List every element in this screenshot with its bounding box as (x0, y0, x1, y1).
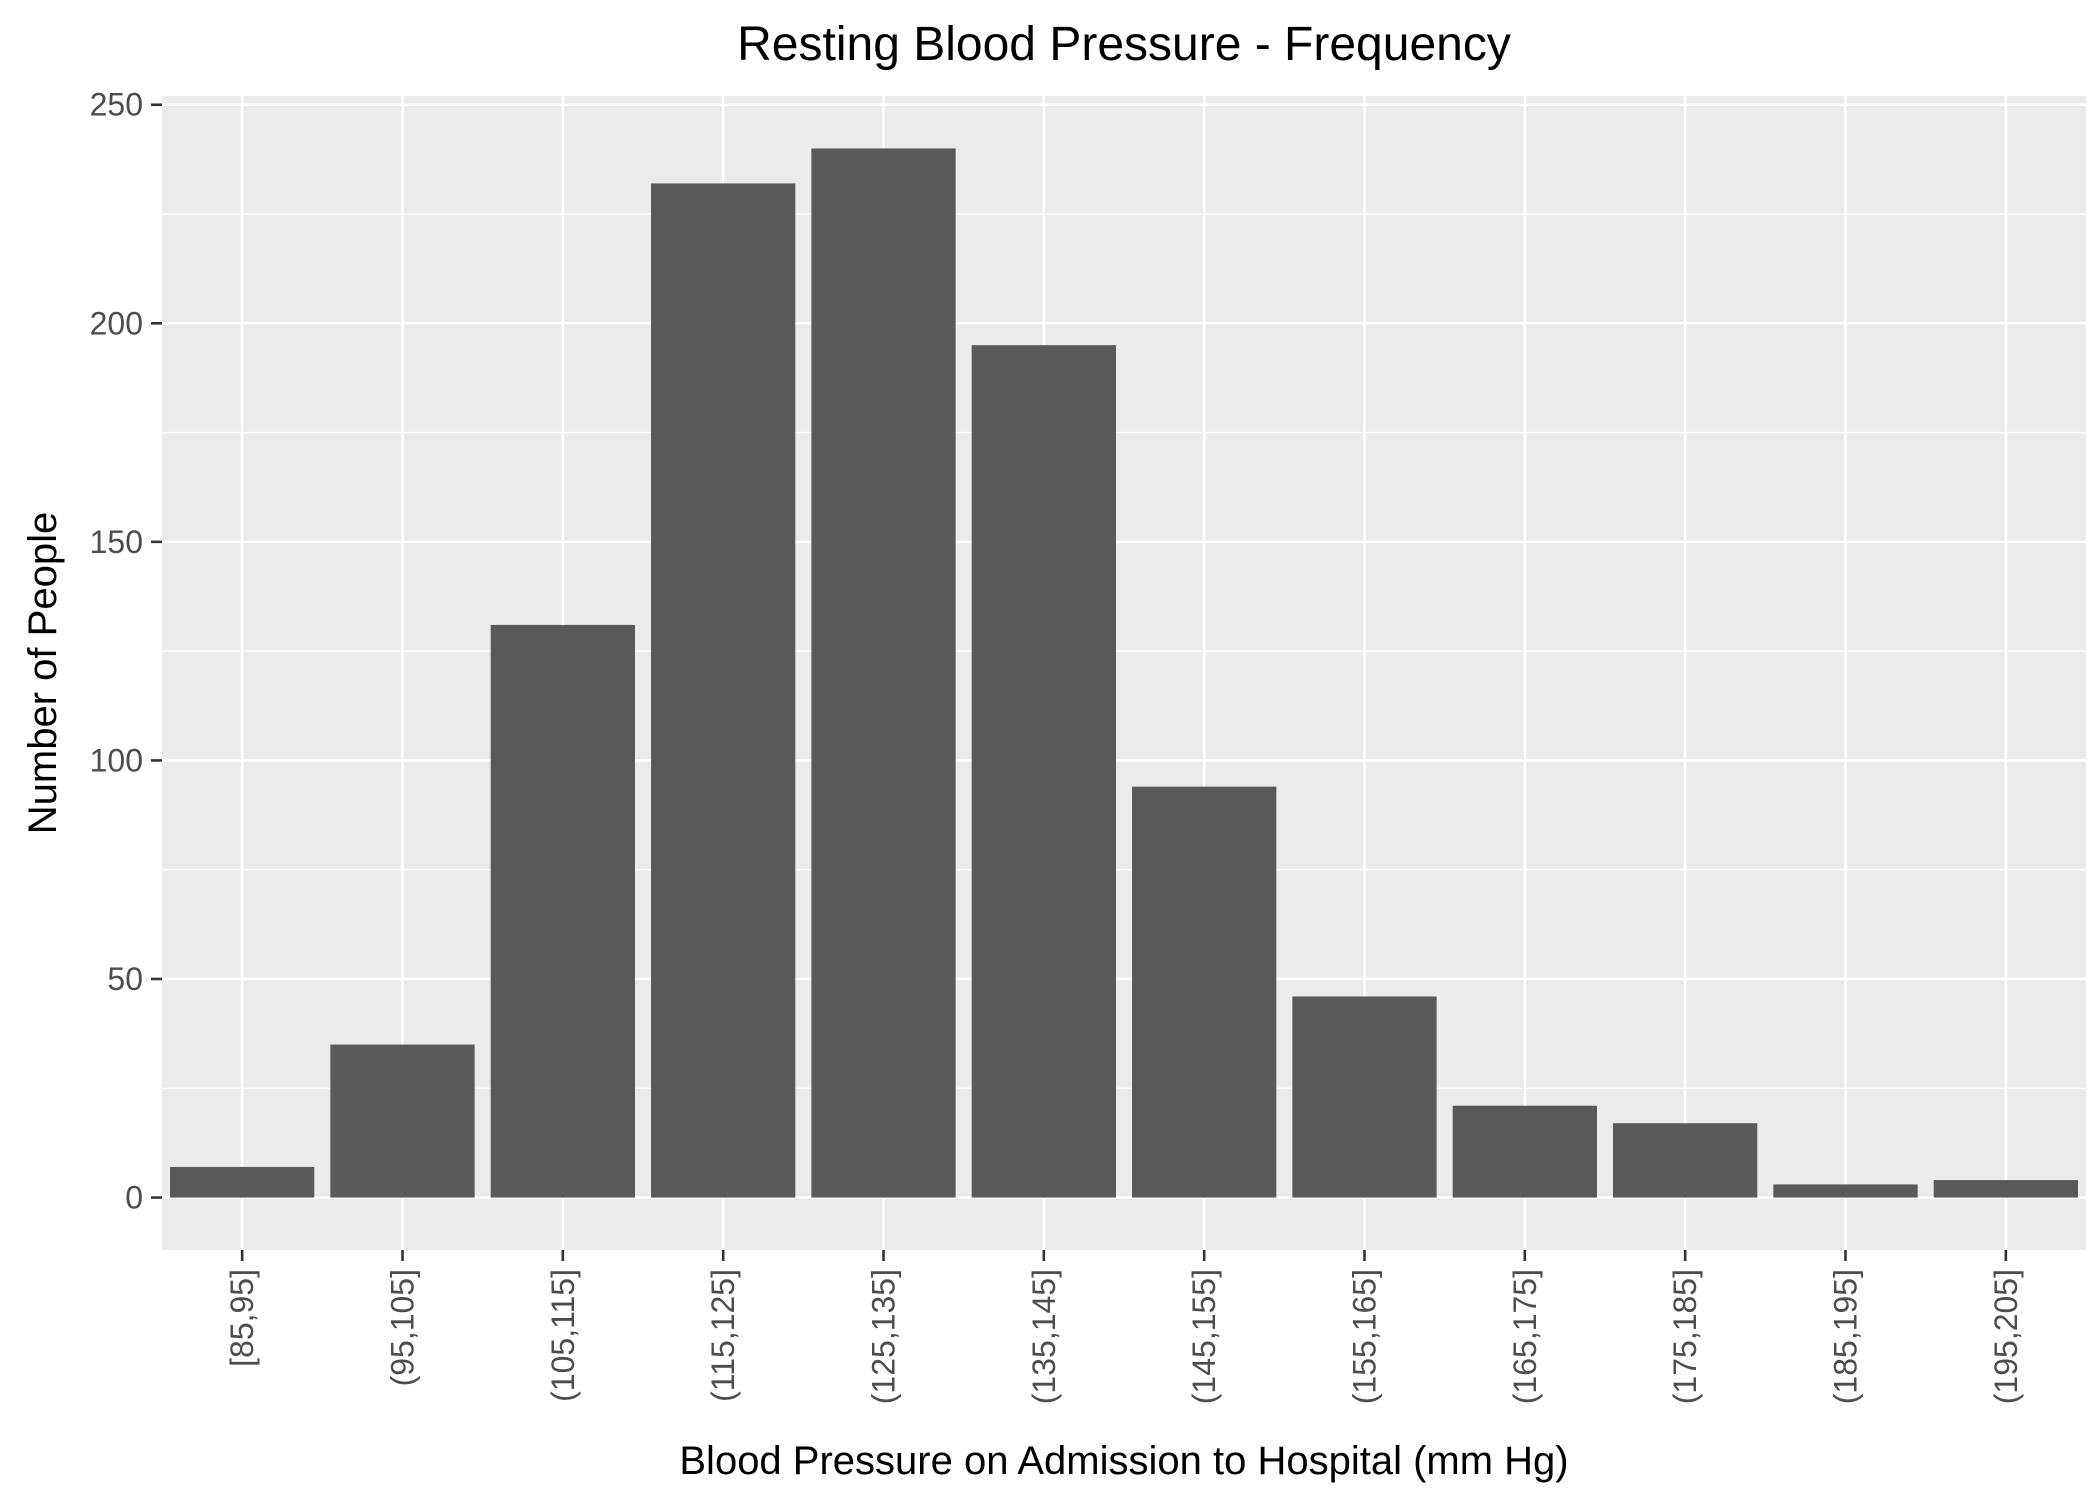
x-tick-label: (105,115] (545, 1269, 581, 1402)
x-tick-label: (135,145] (1026, 1269, 1062, 1404)
x-tick-label: (195,205] (1988, 1269, 2024, 1404)
bar (651, 183, 796, 1198)
y-tick-label: 150 (90, 524, 143, 560)
x-tick-label: (145,155] (1186, 1269, 1222, 1404)
x-tick-label: (125,135] (866, 1269, 902, 1404)
x-tick-label: (185,195] (1828, 1269, 1864, 1404)
bar (1452, 1105, 1597, 1198)
bars (170, 148, 2078, 1198)
x-tick-label: (115,125] (705, 1269, 741, 1402)
y-tick-label: 200 (90, 305, 143, 341)
axes: 0 50 100 150 200 250 [85,95] (95,105] (105,115] (… (90, 87, 2024, 1404)
y-tick-label: 250 (90, 87, 143, 123)
bar (971, 345, 1116, 1198)
bar (1613, 1123, 1758, 1198)
y-tick-label: 50 (107, 961, 143, 997)
bar (170, 1166, 315, 1198)
x-tick-label: (165,175] (1507, 1269, 1543, 1404)
y-axis-label: Number of People (21, 512, 65, 834)
chart-title: Resting Blood Pressure - Frequency (737, 18, 1511, 71)
bar (330, 1044, 475, 1198)
bar (1132, 786, 1277, 1198)
plot-panel (162, 96, 2086, 1250)
x-axis-label: Blood Pressure on Admission to Hospital … (679, 1439, 1568, 1483)
x-tick-label: [85,95] (224, 1269, 260, 1367)
bar (490, 624, 635, 1198)
x-tick-label: (95,105] (385, 1269, 421, 1386)
bar (1773, 1184, 1918, 1198)
bar (1933, 1180, 2078, 1198)
x-tick-label: (175,185] (1667, 1269, 1703, 1404)
y-tick-label: 100 (90, 742, 143, 778)
x-tick-label: (155,165] (1347, 1269, 1383, 1404)
y-tick-label: 0 (125, 1180, 143, 1216)
bar (811, 148, 956, 1198)
bar (1292, 996, 1437, 1198)
